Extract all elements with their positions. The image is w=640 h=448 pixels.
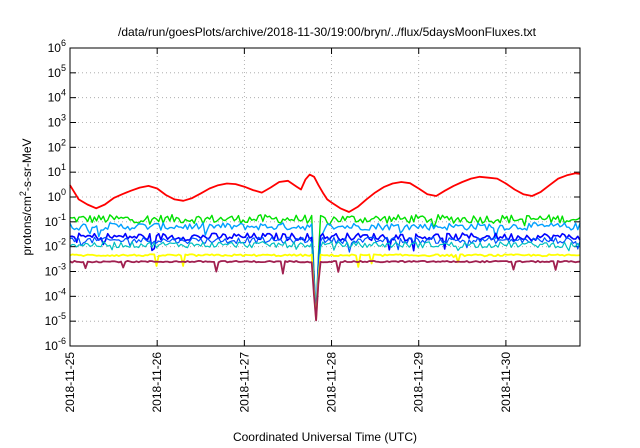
chart-title: /data/run/goesPlots/archive/2018-11-30/1…	[118, 25, 537, 39]
x-tick-label: 2018-11-28	[325, 352, 339, 413]
y-tick-label: 103	[48, 113, 66, 130]
y-tick-label: 105	[48, 63, 66, 80]
flux-series-line	[69, 236, 581, 320]
y-tick-label: 102	[48, 137, 66, 154]
x-tick-label: 2018-11-27	[237, 352, 251, 413]
y-tick-label: 101	[48, 162, 66, 179]
x-axis-label: Coordinated Universal Time (UTC)	[233, 430, 417, 444]
flux-series-line	[69, 213, 581, 318]
y-tick-label: 104	[48, 88, 66, 105]
y-tick-label: 10-6	[45, 336, 66, 353]
y-tick-label: 106	[48, 38, 66, 55]
flux-series-line	[69, 253, 581, 321]
x-tick-label: 2018-11-26	[150, 352, 164, 413]
x-tick-label: 2018-11-30	[499, 352, 513, 413]
y-axis-label-base: protons/cm	[20, 196, 34, 255]
y-tick-label: 10-5	[45, 311, 66, 328]
y-tick-label: 10-2	[45, 237, 66, 254]
y-axis-label-rest: -s-sr-MeV	[20, 138, 34, 191]
y-tick-label: 10-4	[45, 286, 66, 303]
y-tick-label: 10-3	[45, 262, 66, 279]
x-tick-label: 2018-11-29	[412, 352, 426, 413]
plot-frame	[69, 47, 581, 347]
y-axis-label: protons/cm2-s-sr-MeV	[18, 138, 34, 255]
flux-series-line	[69, 172, 581, 213]
flux-series-line	[69, 241, 581, 320]
y-axis-label-sup: 2	[18, 191, 28, 196]
y-tick-label: 10-1	[45, 212, 66, 229]
flux-series-line	[69, 259, 581, 322]
y-tick-label: 100	[48, 187, 66, 204]
x-tick-label: 2018-11-25	[63, 352, 77, 413]
